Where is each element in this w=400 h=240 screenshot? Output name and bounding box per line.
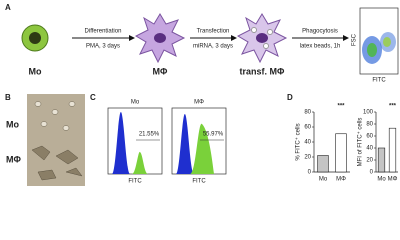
x-tick-label: MΦ — [388, 177, 398, 183]
y-tick-label: 40 — [304, 140, 311, 146]
y-tick-label: 80 — [304, 110, 311, 116]
cell-mo — [21, 24, 49, 52]
histogram — [107, 107, 163, 175]
y-tick-label: 20 — [304, 155, 311, 161]
y-tick-label: 40 — [366, 146, 373, 152]
y-tick-label: 80 — [366, 122, 373, 128]
arrow-text: miRNA, 3 days — [193, 44, 233, 50]
bar — [377, 147, 386, 173]
histogram — [171, 107, 227, 175]
figure: A Mo MΦ transf. MΦ Differentiation PMA, … — [5, 3, 399, 186]
axis-label: MFI of FITC⁺ cells — [357, 118, 364, 167]
bar — [317, 155, 329, 173]
flow-plot — [359, 7, 399, 75]
arrow-text: latex beads, 1h — [300, 44, 341, 50]
x-tick-label: MΦ — [336, 177, 346, 183]
gate-value: 21.55% — [139, 132, 160, 138]
significance: *** — [337, 104, 345, 110]
plot-title: Mo — [131, 100, 140, 106]
x-tick-label: Mo — [319, 177, 328, 183]
axis-label: FITC — [372, 78, 386, 84]
axis-label: % FITC⁺ cells — [295, 123, 302, 160]
micrograph — [27, 94, 85, 186]
y-tick-label: 20 — [366, 158, 373, 164]
bar — [388, 127, 397, 173]
axis-label: FSC — [352, 33, 358, 46]
gate-value: 55.97% — [203, 132, 224, 138]
arrow-text: Differentiation — [85, 29, 122, 35]
arrow-text: PMA, 3 days — [86, 44, 120, 50]
cell-label: MΦ — [153, 66, 168, 76]
plot-title: MΦ — [194, 100, 204, 106]
panel-label: A — [5, 3, 11, 12]
y-tick-label: 0 — [308, 170, 312, 176]
row-label: Mo — [6, 119, 19, 129]
axis-label: FITC — [192, 179, 206, 185]
panel-label: B — [5, 93, 11, 102]
row-label: MΦ — [6, 154, 21, 164]
cell-macrophage — [134, 13, 186, 64]
y-tick-label: 60 — [304, 125, 311, 131]
arrow-text: Transfection — [197, 29, 230, 35]
panel-label: C — [90, 93, 96, 102]
cell-label: Mo — [29, 66, 42, 76]
y-tick-label: 60 — [366, 134, 373, 140]
y-tick-label: 0 — [370, 170, 374, 176]
arrow-text: Phagocytosis — [302, 29, 338, 35]
x-tick-label: Mo — [377, 177, 386, 183]
axis-label: FITC — [128, 179, 142, 185]
panel-label: D — [287, 93, 293, 102]
significance: *** — [389, 104, 397, 110]
cell-transfected — [236, 13, 288, 64]
bar — [335, 133, 347, 173]
y-tick-label: 100 — [363, 110, 374, 116]
cell-label: transf. MΦ — [240, 66, 286, 76]
